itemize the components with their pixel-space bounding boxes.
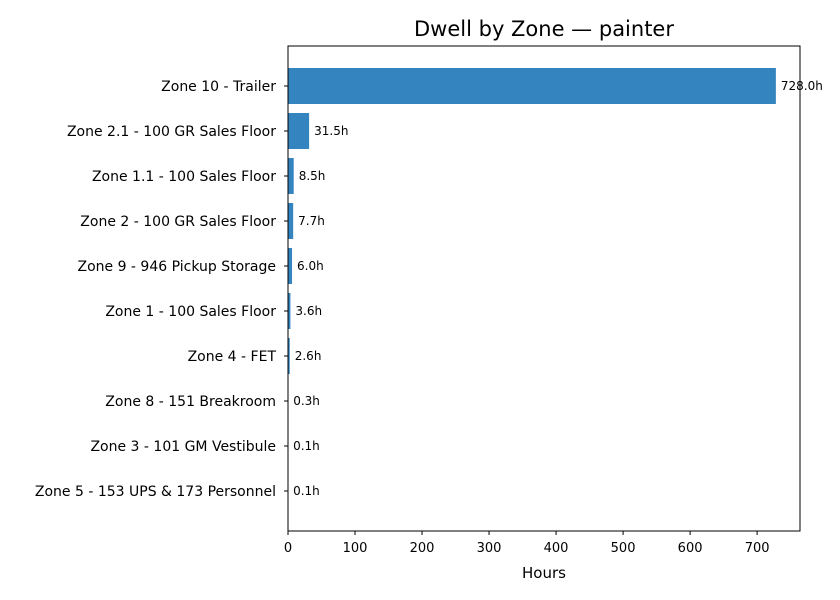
x-tick-label: 500 [611, 541, 636, 556]
category-label: Zone 3 - 101 GM Vestibule [90, 439, 276, 455]
data-label: 7.7h [298, 214, 325, 228]
bar [288, 113, 310, 149]
bar [288, 158, 294, 194]
bar [288, 293, 291, 329]
category-label: Zone 1.1 - 100 Sales Floor [92, 169, 276, 185]
data-label: 6.0h [297, 259, 324, 273]
category-label: Zone 8 - 151 Breakroom [105, 394, 276, 410]
x-tick-label: 100 [343, 541, 368, 556]
category-label: Zone 1 - 100 Sales Floor [105, 304, 276, 320]
plot-frame [287, 45, 801, 532]
x-tick-label: 0 [284, 541, 292, 556]
x-axis-label: Hours [522, 564, 566, 582]
category-label: Zone 2.1 - 100 GR Sales Floor [67, 124, 276, 140]
chart-title: Dwell by Zone — painter [414, 17, 674, 41]
bar [288, 203, 294, 239]
x-tick-label: 700 [745, 541, 770, 556]
data-label: 31.5h [314, 124, 348, 138]
data-label: 3.6h [295, 304, 322, 318]
data-label: 0.1h [293, 484, 320, 498]
category-label: Zone 2 - 100 GR Sales Floor [80, 214, 276, 230]
x-tick-label: 600 [678, 541, 703, 556]
x-tick-label: 200 [410, 541, 435, 556]
x-tick-label: 400 [544, 541, 569, 556]
bar [288, 248, 293, 284]
category-label: Zone 10 - Trailer [161, 79, 276, 95]
data-label: 0.1h [293, 439, 320, 453]
category-label: Zone 5 - 153 UPS & 173 Personnel [35, 484, 276, 500]
x-tick-label: 300 [477, 541, 502, 556]
data-label: 0.3h [293, 394, 320, 408]
category-labels-group: Zone 10 - Trailer Zone 2.1 - 100 GR Sales… [35, 79, 288, 500]
bar [288, 338, 290, 374]
bars-group: 728.0h 31.5h 8.5h 7.7h 6.0h 3.6h 2.6h 0.3h 0.1h 0… [288, 68, 823, 509]
category-label: Zone 4 - FET [188, 349, 277, 365]
category-label: Zone 9 - 946 Pickup Storage [77, 259, 276, 275]
data-label: 8.5h [299, 169, 326, 183]
bar [288, 68, 776, 104]
data-label: 728.0h [781, 79, 823, 93]
x-ticks-group: 0 100 200 300 400 500 600 700 [284, 531, 770, 556]
data-label: 2.6h [295, 349, 322, 363]
